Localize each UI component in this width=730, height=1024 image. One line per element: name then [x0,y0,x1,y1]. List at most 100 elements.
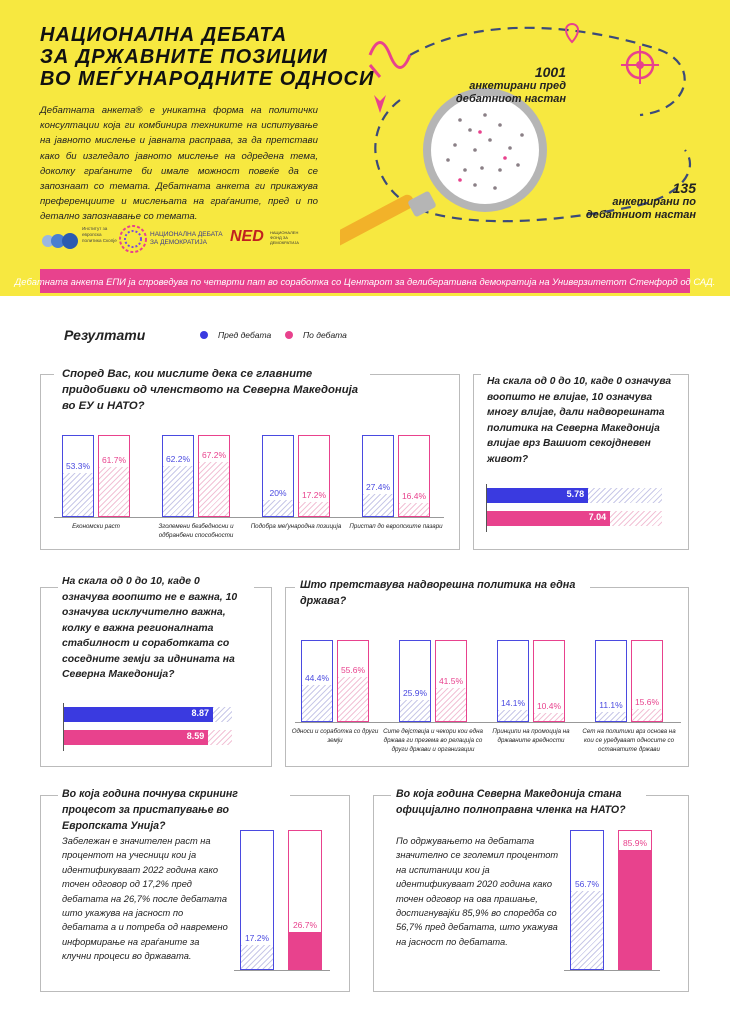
q2-hbar-value-before: 5.78 [566,489,585,499]
q1-value-label-before: 20% [269,488,287,498]
q1-bar-before: 27.4% [362,435,394,517]
legend-after-swatch [285,331,293,339]
q4-bar-fill-before [400,700,430,721]
q4-question: Што претставува надворешна политика на е… [300,579,576,607]
q2-hbar-value-after: 7.04 [588,512,607,522]
q5-bar-before: 17.2% [240,830,274,970]
q1-bar-fill-before [163,466,193,516]
q1-bar-before: 53.3% [62,435,94,517]
q6-bar-fill-before [571,890,603,969]
q5-question: Во која година почнува скрининг процесот… [62,788,238,832]
q1-bar-fill-after [99,466,129,516]
q6-question: Во која година Северна Македонија стана … [396,788,626,816]
q4-value-label-before: 25.9% [402,688,428,699]
q4-bar-after: 41.5% [435,640,467,722]
q4-bar-after: 10.4% [533,640,565,722]
q3-question: На скала од 0 до 10, каде 0 означува воо… [62,576,238,680]
q4-value-label-after: 15.6% [634,696,660,707]
page-title: НАЦИОНАЛНА ДЕБАТА ЗА ДРЖАВНИТЕ ПОЗИЦИИ В… [40,24,373,90]
q1-bar-before: 20% [262,435,294,517]
q1-bar-before: 62.2% [162,435,194,517]
q4-bar-fill-before [302,685,332,721]
partner-logos: Институт за европска политика Скопје НАЦ… [40,222,340,262]
legend-before-swatch [200,331,208,339]
legend-after: По дебата [285,330,347,340]
q3-hbar-remainder-after [208,730,232,745]
q1-question: Според Вас, кои мислите дека се главните… [62,368,359,412]
q4-bar-before: 25.9% [399,640,431,722]
panel-q4-topline [285,587,295,588]
q1-bar-fill-after [299,502,329,516]
q2-hbar-solid-before: 5.78 [487,488,589,503]
intro-text: Дебатната анкета® е уникатна форма на по… [40,105,318,223]
title-line: НАЦИОНАЛНА ДЕБАТА [40,24,288,46]
q5-axisline [234,970,330,971]
q4-category-label: Сите дејствија и чекори кои една држава … [383,728,483,753]
stat-after: 135 анкетирани по дебатниот настан [560,180,696,222]
q4-bar-fill-after [534,712,564,721]
info-banner: Дебатната анкета ЕПИ ја спроведува по че… [15,269,715,293]
q1-value-label-after: 16.4% [401,490,427,501]
debate-logo-line: НАЦИОНАЛНА ДЕБАТА [150,231,223,238]
q1-bar-fill-before [63,473,93,516]
q5-chart: 17.2% 26.7% [234,830,340,980]
q6-bar-fill-after [619,850,651,969]
panel-q6-topline [373,795,391,796]
panel-q1 [40,374,460,550]
panel-q2 [473,374,689,550]
q3-chart: 8.87 8.59 [64,703,232,751]
q1-value-label-after: 17.2% [301,490,327,501]
panel-q2-topline [473,374,481,375]
q4-bar-after: 15.6% [631,640,663,722]
panel-q1-topline [40,374,54,375]
q2-hbar-remainder-before [588,488,662,503]
panel-q3 [40,587,272,767]
q3-axis [63,703,64,751]
panel-q5-topline [40,795,58,796]
q1-bar-after: 67.2% [198,435,230,517]
q1-category-label: Економски раст [72,523,120,530]
q4-bar-before: 44.4% [301,640,333,722]
q2-chart: 5.78 7.04 [487,484,662,532]
q2-hbar-after: 7.04 [487,511,662,526]
q6-bar-after: 85.9% [618,830,652,970]
q4-category-label: Принципи на промоција на државните вредн… [492,728,570,744]
q2-question: На скала од 0 до 10, каде 0 означува воо… [487,376,672,465]
legend-after-label: По дебата [303,330,347,340]
q4-bar-before: 11.1% [595,640,627,722]
legend-before: Пред дебата [200,330,271,340]
q5-value-label-before: 17.2% [244,933,270,944]
q1-bar-fill-before [263,500,293,516]
debate-logo-line: ЗА ДЕМОКРАТИЈА [150,239,208,246]
q4-axisline [295,722,681,723]
q2-hbar-remainder-after [610,511,662,526]
q4-bar-after: 55.6% [337,640,369,722]
q5-bar-fill-after [289,932,321,969]
stat-after-label: анкетирани по [612,196,696,208]
q1-bar-after: 16.4% [398,435,430,517]
panel-q3-topline [40,587,58,588]
ned-logo-text: НАЦИОНАЛЕН ФОНД ЗА ДЕМОКРАТИЈА [270,230,299,245]
q2-hbar-solid-after: 7.04 [487,511,611,526]
stat-before-number: 1001 [534,64,566,80]
q4-value-label-after: 41.5% [438,675,464,686]
debate-logo-text: НАЦИОНАЛНА ДЕБАТА ЗА ДЕМОКРАТИЈА [150,231,223,247]
q3-hbar-value-after: 8.59 [186,731,205,741]
panel-q1-topline [370,374,460,375]
q4-chart: 44.4% 55.6% Односи и соработка со други зе… [285,620,689,765]
q1-category-label: Пристап до европските пазари [349,523,443,530]
panel-q3-topline [254,587,272,588]
q1-value-label-before: 62.2% [165,454,191,465]
panel-q5 [40,795,350,992]
q1-value-label-before: 53.3% [65,461,91,472]
stat-before: 1001 анкетирани пред дебатниот настан [430,64,566,106]
q1-bar-fill-before [363,494,393,516]
q1-value-label-before: 27.4% [365,482,391,493]
q1-value-label-after: 67.2% [201,450,227,461]
q1-bar-fill-after [399,502,429,516]
panel-q6-topline [646,795,689,796]
q4-value-label-before: 11.1% [599,700,623,711]
panel-q4-topline [590,587,689,588]
q6-bar-before: 56.7% [570,830,604,970]
q4-value-label-after: 10.4% [536,700,562,711]
